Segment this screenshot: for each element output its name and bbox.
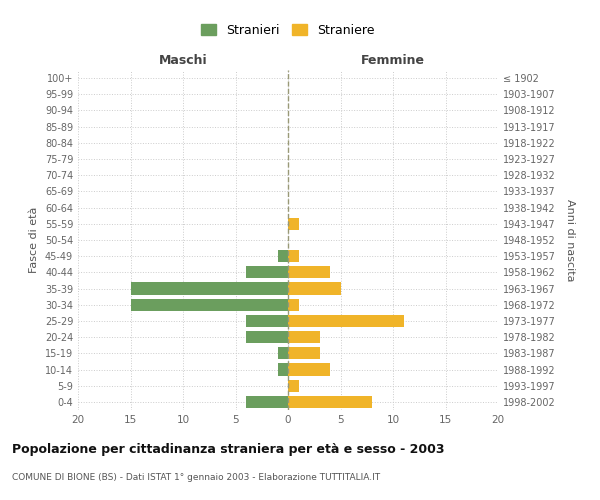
Bar [288,364,330,376]
Text: Femmine: Femmine [361,54,425,67]
Bar [277,250,288,262]
Bar [246,266,288,278]
Bar [288,331,320,343]
Text: Maschi: Maschi [158,54,208,67]
Bar [288,380,299,392]
Bar [288,315,404,327]
Bar [288,396,372,408]
Bar [246,331,288,343]
Bar [288,298,299,311]
Bar [277,364,288,376]
Bar [246,396,288,408]
Bar [288,266,330,278]
Bar [288,250,299,262]
Bar [277,348,288,360]
Bar [246,315,288,327]
Y-axis label: Fasce di età: Fasce di età [29,207,39,273]
Text: Popolazione per cittadinanza straniera per età e sesso - 2003: Popolazione per cittadinanza straniera p… [12,442,445,456]
Bar [288,282,341,294]
Legend: Stranieri, Straniere: Stranieri, Straniere [201,24,375,36]
Bar [288,218,299,230]
Y-axis label: Anni di nascita: Anni di nascita [565,198,575,281]
Bar [130,282,288,294]
Text: COMUNE DI BIONE (BS) - Dati ISTAT 1° gennaio 2003 - Elaborazione TUTTITALIA.IT: COMUNE DI BIONE (BS) - Dati ISTAT 1° gen… [12,472,380,482]
Bar [130,298,288,311]
Bar [288,348,320,360]
